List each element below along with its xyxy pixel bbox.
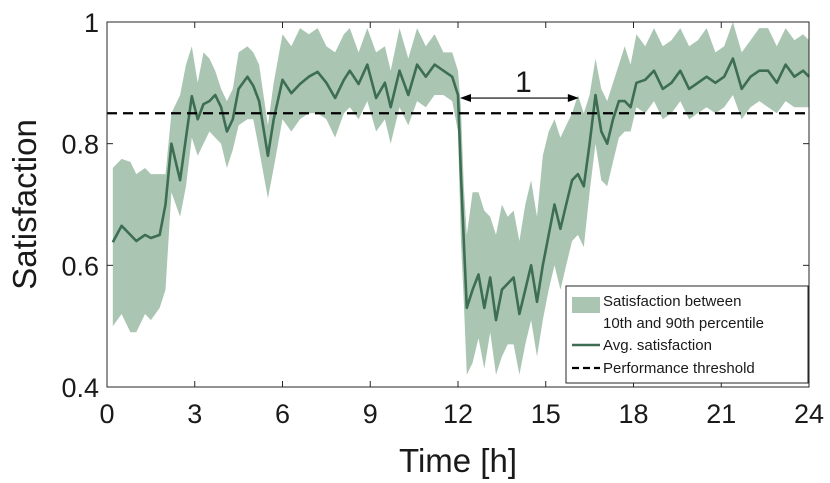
y-tick-label: 0.4: [61, 373, 99, 403]
y-axis-title: Satisfaction: [6, 119, 43, 290]
x-tick-label: 0: [99, 399, 114, 429]
x-tick-label: 6: [275, 399, 290, 429]
legend-avg-label: Avg. satisfaction: [603, 337, 712, 354]
legend-threshold-label: Performance threshold: [603, 360, 755, 377]
y-axis-ticks: 0.4 0.6 0.8 1: [61, 8, 809, 403]
x-tick-label: 24: [794, 399, 824, 429]
y-tick-label: 0.8: [61, 130, 99, 160]
x-axis-title: Time [h]: [399, 442, 517, 479]
annotation-arrowhead-left: [460, 94, 471, 103]
avg-satisfaction-line: [111, 57, 810, 322]
legend-band-label-line2: 10th and 90th percentile: [603, 315, 764, 332]
y-tick-label: 1: [84, 8, 99, 38]
x-tick-label: 18: [618, 399, 648, 429]
x-tick-label: 9: [363, 399, 378, 429]
gap-annotation: 1: [460, 66, 579, 103]
x-axis-ticks: 0 3 6 9 12 15 18 21 24: [99, 22, 824, 429]
x-tick-label: 3: [187, 399, 202, 429]
annotation-arrowhead-right: [567, 94, 579, 103]
plot-area: [107, 22, 810, 375]
legend-box: [565, 285, 809, 384]
legend-band-swatch: [572, 297, 600, 313]
y-tick-label: 0.6: [61, 251, 99, 281]
x-tick-label: 15: [531, 399, 561, 429]
x-tick-label: 12: [443, 399, 473, 429]
x-tick-label: 21: [706, 399, 736, 429]
annotation-label: 1: [515, 66, 532, 99]
legend: Satisfaction between 10th and 90th perce…: [565, 285, 809, 384]
legend-band-label-line1: Satisfaction between: [603, 293, 741, 310]
